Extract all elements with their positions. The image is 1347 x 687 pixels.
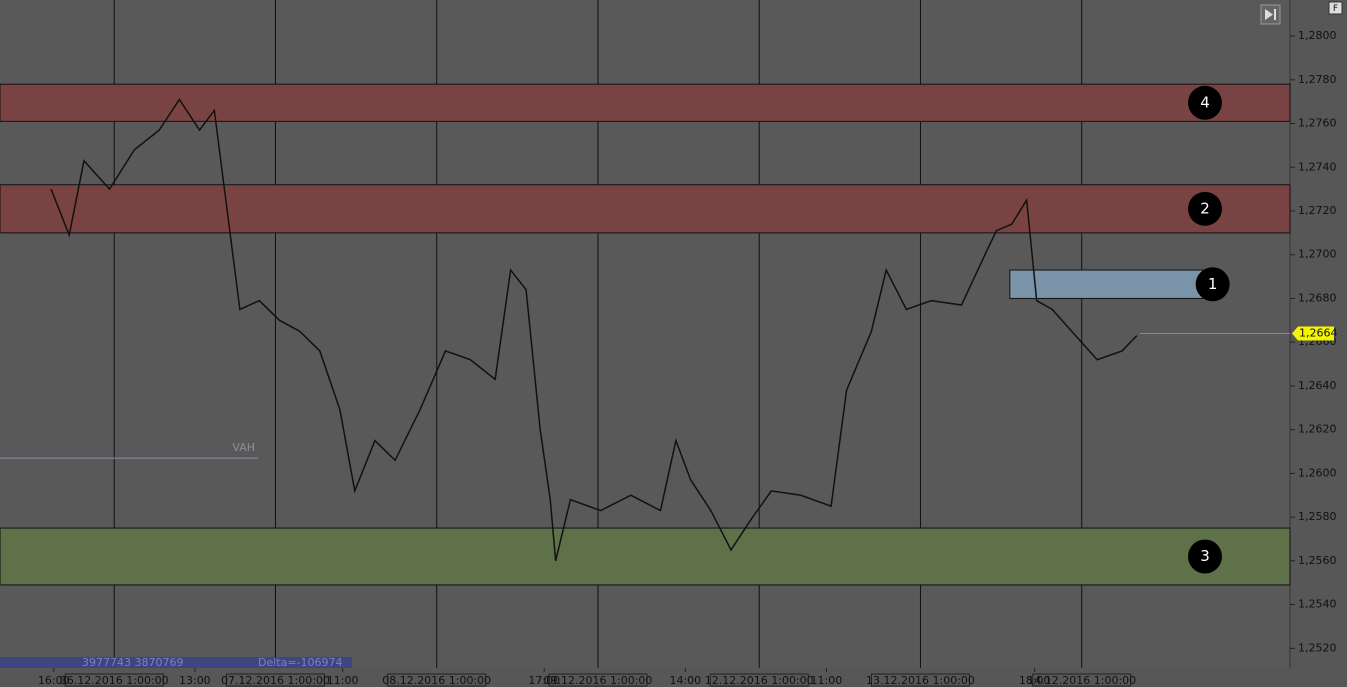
x-tick-label: 18:00 bbox=[1019, 674, 1051, 687]
footer-volume: 3977743 3870769 bbox=[82, 656, 183, 669]
zone-marker bbox=[1188, 191, 1222, 226]
zone bbox=[0, 527, 1291, 586]
x-tick-label: 16:00 bbox=[38, 674, 70, 687]
y-tick-label: 1,2560 bbox=[1298, 554, 1337, 567]
x-tick-label: 11:00 bbox=[327, 674, 359, 687]
zone-label: 4 bbox=[1200, 93, 1210, 111]
zone bbox=[0, 184, 1291, 234]
day-label: 08.12.2016 1:00:00 bbox=[382, 674, 491, 687]
day-label-box bbox=[870, 673, 970, 687]
day-label-box bbox=[64, 673, 164, 687]
zone-marker bbox=[1195, 267, 1230, 302]
corner-label: F bbox=[1333, 4, 1338, 14]
y-tick-label: 1,2540 bbox=[1298, 598, 1337, 611]
x-tick-label: 11:00 bbox=[811, 674, 843, 687]
day-label: 14.12.2016 1:00:00 bbox=[1027, 674, 1136, 687]
day-label: 07.12.2016 1:00:00 bbox=[221, 674, 330, 687]
y-tick-label: 1,2720 bbox=[1298, 204, 1337, 217]
last-price-label: 1,2664 bbox=[1299, 326, 1338, 339]
x-tick-label: 13:00 bbox=[179, 674, 211, 687]
y-tick-label: 1,2700 bbox=[1298, 248, 1337, 261]
zone-label: 2 bbox=[1200, 199, 1210, 217]
zone-marker bbox=[1188, 85, 1222, 120]
x-tick-label: 17:00 bbox=[528, 674, 560, 687]
zone-label: 1 bbox=[1208, 275, 1218, 293]
zone bbox=[0, 83, 1291, 122]
last-price-tag bbox=[1292, 326, 1334, 341]
play-icon bbox=[1265, 9, 1276, 20]
y-tick-label: 1,2640 bbox=[1298, 379, 1337, 392]
price-line bbox=[50, 98, 1138, 562]
y-tick-label: 1,2780 bbox=[1298, 73, 1337, 86]
y-tick-label: 1,2580 bbox=[1298, 510, 1337, 523]
day-label-box bbox=[387, 673, 487, 687]
zone-label: 3 bbox=[1200, 547, 1210, 565]
y-tick-label: 1,2520 bbox=[1298, 641, 1337, 654]
x-tick-label: 14:00 bbox=[669, 674, 701, 687]
y-tick-label: 1,2760 bbox=[1298, 117, 1337, 130]
y-tick-label: 1,2600 bbox=[1298, 466, 1337, 479]
y-tick-label: 1,2620 bbox=[1298, 423, 1337, 436]
day-label: 12.12.2016 1:00:00 bbox=[705, 674, 814, 687]
corner-box[interactable] bbox=[1328, 1, 1343, 15]
zone bbox=[1009, 269, 1204, 299]
day-label-box bbox=[1032, 673, 1132, 687]
day-label: 13.12.2016 1:00:00 bbox=[866, 674, 975, 687]
y-tick-label: 1,2740 bbox=[1298, 160, 1337, 173]
day-label: 09.12.2016 1:00:00 bbox=[544, 674, 653, 687]
y-tick-label: 1,2800 bbox=[1298, 29, 1337, 42]
day-label: 06.12.2016 1:00:00 bbox=[60, 674, 169, 687]
day-label-box bbox=[548, 673, 648, 687]
footer-delta: Delta=-106974 bbox=[258, 656, 343, 669]
footer-bar bbox=[0, 657, 352, 668]
zone-marker bbox=[1188, 539, 1222, 574]
day-label-box bbox=[709, 673, 809, 687]
y-tick-label: 1,2680 bbox=[1298, 291, 1337, 304]
day-label-box bbox=[225, 673, 325, 687]
vah-label: VAH bbox=[232, 441, 255, 454]
